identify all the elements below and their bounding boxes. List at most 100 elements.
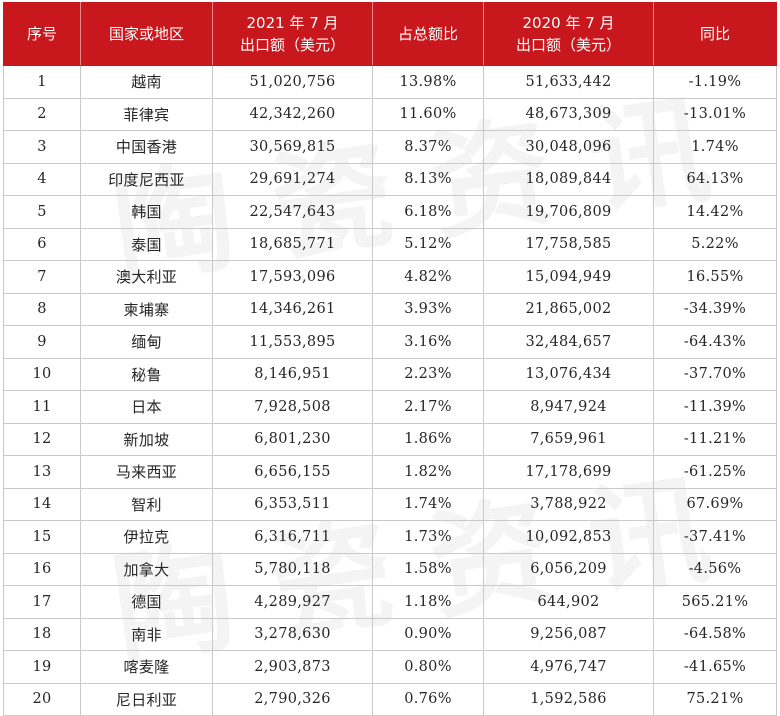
- table-row: 8 柬埔寨 14,346,261 3.93% 21,865,002 -34.39%: [3, 292, 777, 326]
- cell-country: 尼日利亚: [80, 682, 213, 716]
- header-export-2021: 2021 年 7 月出口额（美元）: [212, 2, 373, 66]
- cell-share: 11.60%: [372, 97, 484, 131]
- cell-country: 南非: [80, 617, 213, 651]
- cell-index: 18: [3, 617, 81, 651]
- cell-export-2021: 42,342,260: [212, 97, 373, 131]
- cell-export-2020: 32,484,657: [483, 325, 654, 359]
- cell-export-2020: 13,076,434: [483, 357, 654, 391]
- cell-index: 11: [3, 390, 81, 424]
- cell-index: 5: [3, 195, 81, 229]
- header-export-2020: 2020 年 7 月出口额（美元）: [483, 2, 654, 66]
- cell-yoy: 67.69%: [653, 487, 777, 521]
- cell-export-2020: 1,592,586: [483, 682, 654, 716]
- cell-country: 越南: [80, 65, 213, 99]
- cell-country: 喀麦隆: [80, 650, 213, 684]
- cell-export-2020: 10,092,853: [483, 520, 654, 554]
- cell-country: 菲律宾: [80, 97, 213, 131]
- cell-export-2020: 644,902: [483, 585, 654, 619]
- cell-export-2021: 2,790,326: [212, 682, 373, 716]
- cell-export-2020: 21,865,002: [483, 292, 654, 326]
- cell-share: 13.98%: [372, 65, 484, 99]
- header-share: 占总额比: [372, 2, 484, 66]
- cell-export-2021: 6,353,511: [212, 487, 373, 521]
- cell-country: 韩国: [80, 195, 213, 229]
- header-line: 2020 年 7 月: [522, 14, 615, 32]
- cell-index: 13: [3, 455, 81, 489]
- cell-share: 1.73%: [372, 520, 484, 554]
- cell-export-2020: 3,788,922: [483, 487, 654, 521]
- table-body: 1 越南 51,020,756 13.98% 51,633,442 -1.19% 2 菲律宾 4…: [3, 65, 777, 716]
- cell-index: 6: [3, 227, 81, 261]
- cell-share: 3.16%: [372, 325, 484, 359]
- cell-yoy: 565.21%: [653, 585, 777, 619]
- cell-country: 澳大利亚: [80, 260, 213, 294]
- cell-country: 泰国: [80, 227, 213, 261]
- cell-country: 新加坡: [80, 422, 213, 456]
- cell-export-2020: 30,048,096: [483, 130, 654, 164]
- cell-yoy: 1.74%: [653, 130, 777, 164]
- cell-export-2020: 8,947,924: [483, 390, 654, 424]
- table-row: 10 秘鲁 8,146,951 2.23% 13,076,434 -37.70%: [3, 357, 777, 391]
- cell-export-2021: 4,289,927: [212, 585, 373, 619]
- cell-export-2021: 5,780,118: [212, 552, 373, 586]
- cell-export-2021: 30,569,815: [212, 130, 373, 164]
- header-line: 2021 年 7 月: [246, 14, 339, 32]
- cell-index: 3: [3, 130, 81, 164]
- table-row: 15 伊拉克 6,316,711 1.73% 10,092,853 -37.41%: [3, 520, 777, 554]
- cell-export-2020: 17,178,699: [483, 455, 654, 489]
- cell-share: 8.13%: [372, 162, 484, 196]
- cell-country: 柬埔寨: [80, 292, 213, 326]
- cell-share: 1.58%: [372, 552, 484, 586]
- cell-share: 1.86%: [372, 422, 484, 456]
- cell-export-2020: 9,256,087: [483, 617, 654, 651]
- cell-yoy: -4.56%: [653, 552, 777, 586]
- cell-yoy: -13.01%: [653, 97, 777, 131]
- cell-share: 3.93%: [372, 292, 484, 326]
- cell-index: 15: [3, 520, 81, 554]
- cell-yoy: -64.58%: [653, 617, 777, 651]
- table-row: 17 德国 4,289,927 1.18% 644,902 565.21%: [3, 585, 777, 619]
- cell-export-2021: 51,020,756: [212, 65, 373, 99]
- cell-country: 智利: [80, 487, 213, 521]
- cell-share: 2.23%: [372, 357, 484, 391]
- table-row: 16 加拿大 5,780,118 1.58% 6,056,209 -4.56%: [3, 552, 777, 586]
- cell-share: 6.18%: [372, 195, 484, 229]
- table-row: 6 泰国 18,685,771 5.12% 17,758,585 5.22%: [3, 227, 777, 261]
- table-row: 1 越南 51,020,756 13.98% 51,633,442 -1.19%: [3, 65, 777, 99]
- table-row: 12 新加坡 6,801,230 1.86% 7,659,961 -11.21%: [3, 422, 777, 456]
- cell-export-2020: 17,758,585: [483, 227, 654, 261]
- cell-index: 19: [3, 650, 81, 684]
- cell-share: 5.12%: [372, 227, 484, 261]
- cell-share: 8.37%: [372, 130, 484, 164]
- cell-yoy: 64.13%: [653, 162, 777, 196]
- cell-export-2021: 8,146,951: [212, 357, 373, 391]
- table-header: 序号 国家或地区 2021 年 7 月出口额（美元） 占总额比 2020 年 7 月出口…: [3, 2, 777, 66]
- table-row: 3 中国香港 30,569,815 8.37% 30,048,096 1.74%: [3, 130, 777, 164]
- cell-export-2020: 19,706,809: [483, 195, 654, 229]
- export-table: 序号 国家或地区 2021 年 7 月出口额（美元） 占总额比 2020 年 7 月出口…: [3, 2, 777, 716]
- cell-share: 1.74%: [372, 487, 484, 521]
- cell-country: 印度尼西亚: [80, 162, 213, 196]
- cell-yoy: 14.42%: [653, 195, 777, 229]
- cell-country: 中国香港: [80, 130, 213, 164]
- table-row: 2 菲律宾 42,342,260 11.60% 48,673,309 -13.01%: [3, 97, 777, 131]
- table-row: 13 马来西亚 6,656,155 1.82% 17,178,699 -61.25%: [3, 455, 777, 489]
- cell-export-2021: 6,656,155: [212, 455, 373, 489]
- table-row: 5 韩国 22,547,643 6.18% 19,706,809 14.42%: [3, 195, 777, 229]
- cell-yoy: 75.21%: [653, 682, 777, 716]
- cell-index: 16: [3, 552, 81, 586]
- cell-yoy: -34.39%: [653, 292, 777, 326]
- header-line: 占总额比: [397, 25, 458, 43]
- cell-share: 1.18%: [372, 585, 484, 619]
- cell-export-2021: 6,801,230: [212, 422, 373, 456]
- cell-export-2020: 15,094,949: [483, 260, 654, 294]
- cell-yoy: -37.70%: [653, 357, 777, 391]
- cell-index: 1: [3, 65, 81, 99]
- header-line: 同比: [699, 25, 730, 43]
- header-row: 序号 国家或地区 2021 年 7 月出口额（美元） 占总额比 2020 年 7 月出口…: [3, 2, 777, 66]
- cell-index: 12: [3, 422, 81, 456]
- cell-index: 10: [3, 357, 81, 391]
- cell-country: 缅甸: [80, 325, 213, 359]
- cell-yoy: -37.41%: [653, 520, 777, 554]
- header-yoy: 同比: [653, 2, 777, 66]
